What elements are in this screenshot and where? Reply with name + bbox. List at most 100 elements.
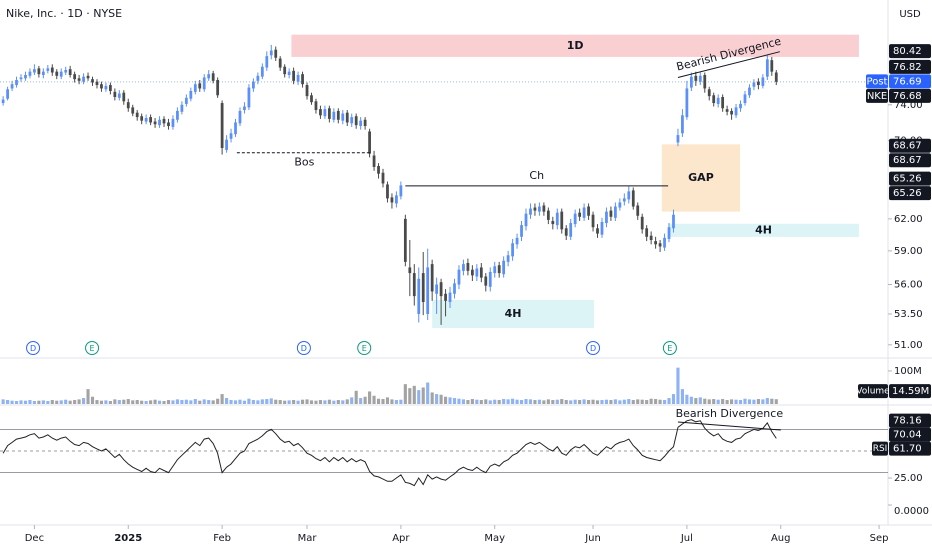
zone (668, 223, 859, 237)
candle-body (466, 262, 470, 271)
volume-bar (166, 400, 171, 404)
price-label-box (889, 138, 931, 153)
candle-body (180, 104, 184, 112)
legend-label: RSI (873, 444, 888, 454)
volume-bar (430, 392, 434, 404)
volume-bar (457, 398, 461, 404)
volume-bar (108, 401, 112, 404)
candle-body (470, 269, 474, 276)
zone-label: 4H (755, 223, 772, 236)
volume-bar (368, 391, 372, 404)
volume-bar (296, 400, 300, 404)
legend-box (858, 384, 888, 399)
volume-bar (671, 394, 676, 404)
volume-bar (274, 399, 278, 404)
candle-body (631, 190, 635, 207)
volume-bar (537, 399, 541, 404)
volume-bar (46, 401, 50, 404)
candle-body (131, 107, 135, 114)
zone (432, 299, 594, 328)
volume-bar (149, 400, 153, 404)
candle-body (86, 75, 90, 79)
candle-body (82, 76, 85, 82)
zone-label: 4H (505, 307, 522, 320)
candle-body (91, 79, 94, 83)
candle-body (350, 117, 354, 124)
volume-bar (390, 399, 394, 404)
volume-last-box (889, 384, 931, 399)
price-label-box (889, 186, 931, 201)
volume-bar (157, 400, 162, 404)
volume-bar (189, 400, 193, 404)
volume-bar (260, 399, 264, 404)
volume-bar (502, 399, 506, 404)
candle-body (721, 96, 725, 109)
volume-bar (32, 401, 36, 404)
volume-bar (770, 398, 774, 404)
candle-body (739, 103, 742, 109)
volume-bar (19, 400, 23, 404)
zone (661, 144, 741, 212)
volume-bar (359, 398, 363, 404)
volume-bar (292, 400, 296, 404)
candle-body (301, 74, 304, 85)
candle-body (252, 81, 255, 89)
price-label-box (889, 44, 931, 59)
candle-body (506, 255, 510, 262)
volume-last: 14.59M (892, 386, 929, 397)
volume-bar (193, 399, 197, 404)
volume-bar (336, 400, 340, 404)
candle-body (712, 95, 716, 104)
candle-body (296, 74, 300, 82)
candle-body (37, 68, 41, 75)
candle-body (743, 94, 747, 104)
volume-bar (318, 400, 322, 404)
price-label-box (889, 153, 931, 168)
candle-body (685, 88, 689, 118)
volume-bar (533, 400, 537, 404)
candle-body (100, 84, 103, 89)
volume-bar (564, 400, 568, 404)
volume-bar (144, 401, 148, 404)
event-marker (26, 341, 41, 355)
annotation-line (677, 421, 781, 431)
volume-bar (287, 400, 291, 404)
x-tick-label: Mar (298, 533, 318, 544)
candle-body (488, 271, 492, 287)
x-tick-label: Jul (680, 533, 693, 544)
annotation-line (677, 51, 780, 78)
annotation-label: Bearish Divergence (676, 407, 784, 420)
rsi-label: 70.04 (893, 430, 922, 441)
candle-body (283, 66, 287, 75)
candle-body (73, 74, 77, 80)
volume-bar (23, 400, 28, 404)
volume-bar (73, 400, 77, 404)
candle-body (386, 184, 389, 199)
candle-body (390, 197, 394, 203)
volume-bar (645, 400, 649, 404)
volume-bar (363, 396, 367, 404)
volume-bar (756, 399, 760, 404)
volume-bar (345, 399, 349, 404)
candle-body (667, 227, 671, 239)
candle-body (225, 139, 228, 150)
candle-body (193, 84, 197, 92)
x-tick-label: Sep (870, 533, 889, 544)
volume-bar (381, 399, 385, 404)
rsi-label-box (889, 441, 931, 456)
candle-body (135, 112, 139, 118)
candle-body (113, 91, 117, 97)
volume-bar (506, 399, 510, 404)
volume-bar (216, 398, 220, 404)
volume-bar (211, 400, 215, 404)
event-marker (586, 341, 601, 355)
volume-bar (636, 399, 640, 404)
candle-body (363, 119, 367, 127)
y-tick-label: 62.00 (894, 214, 923, 225)
volume-bar (631, 400, 635, 404)
candle-body (122, 92, 126, 102)
candle-body (707, 89, 711, 97)
volume-bar (104, 400, 108, 404)
price-label-name: Post (867, 76, 888, 87)
